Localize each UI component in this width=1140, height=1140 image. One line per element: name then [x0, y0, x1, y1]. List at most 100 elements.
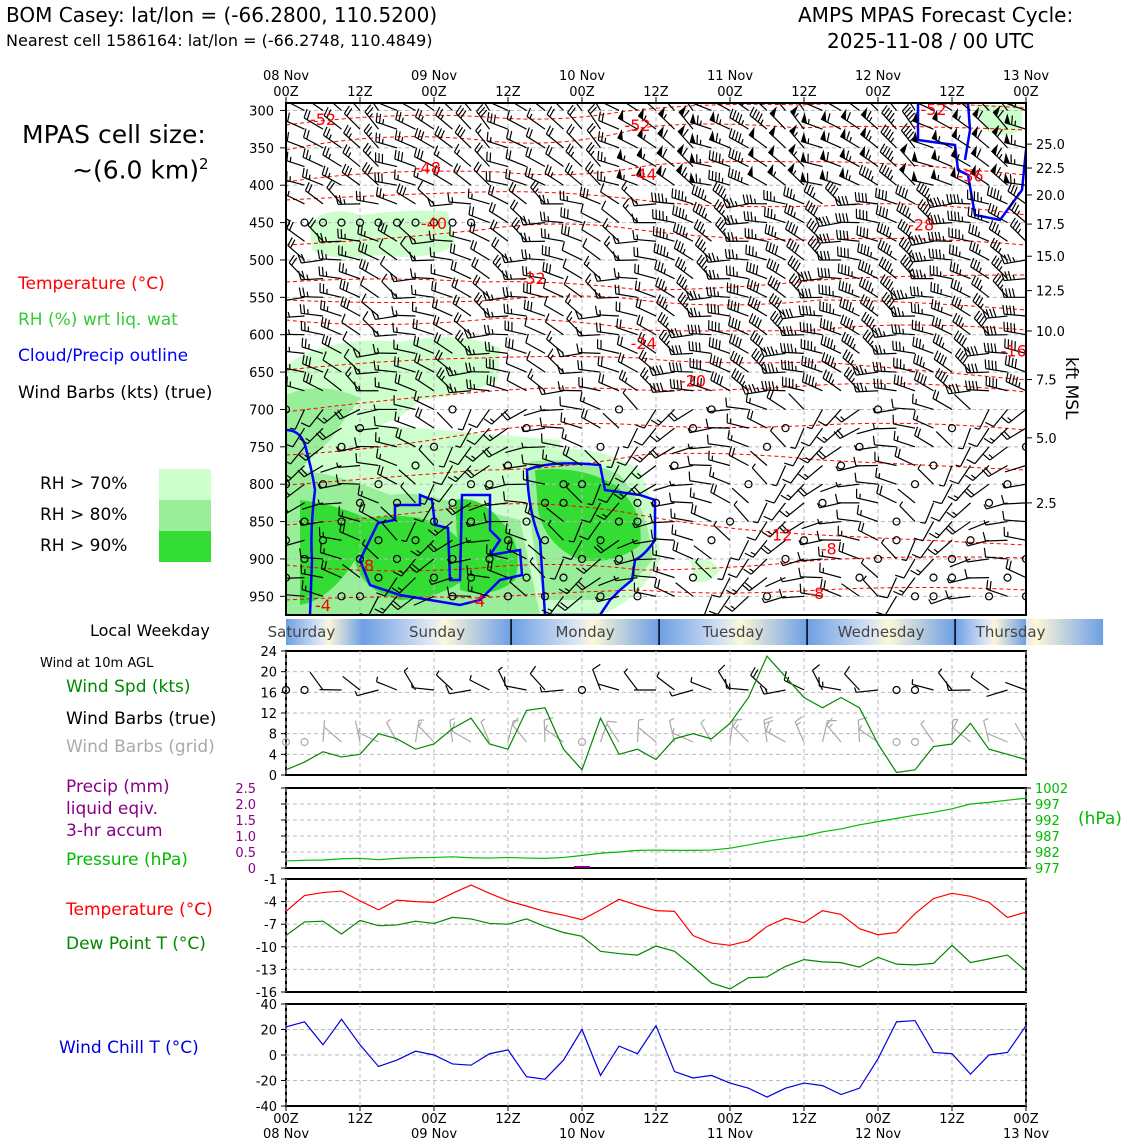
xs-barb-13-4-staff [505, 177, 527, 186]
xs-barb-8-11 [411, 301, 435, 317]
xs-barb-33-5-barb [881, 190, 884, 200]
xs-barb-33-18-staff [874, 444, 897, 448]
xs-barb-15-13-barb [546, 330, 552, 340]
wind-barb-true-8-staff [412, 687, 435, 691]
xs-barb-21-12-staff [657, 319, 675, 336]
xs-barb-34-6-staff [896, 209, 916, 224]
xs-barb-40-11 [1002, 304, 1026, 317]
xs-barb-15-24 [549, 558, 565, 580]
xs-barb-30-22 [817, 518, 842, 525]
xs-barb-29-11-staff [800, 313, 823, 317]
xs-barb-33-13-barb [871, 345, 876, 355]
xs-barb-20-7 [632, 230, 657, 242]
xs-barb-29-9 [797, 270, 823, 282]
xs-barb-27-12-barb [772, 313, 779, 322]
xs-barb-14-1-half [529, 113, 533, 119]
xs-barb-33-24-half [881, 538, 885, 544]
xs-barb-21-17 [649, 427, 675, 443]
xs-barb-6-19-half [379, 453, 382, 459]
xs-barb-33-4-barb [887, 169, 893, 179]
xs-barb-2-18 [298, 446, 324, 461]
xs-barb-20-19 [631, 465, 657, 480]
xs-barb-14-4-half [530, 173, 534, 179]
xs-barb-34-9-staff [900, 261, 916, 280]
xs-barb-28-7-barb [787, 222, 793, 232]
xs-barb-24-16-staff [708, 408, 731, 413]
xs-barb-35-23-staff [920, 539, 934, 559]
xs-barb-27-21-barb [763, 515, 773, 521]
wind-barb-true-30 [818, 676, 842, 691]
xs-barb-30-3-flag [819, 149, 826, 162]
xs-barb-16-10-staff [563, 283, 583, 298]
xs-barb-35-14-staff [913, 362, 934, 373]
xs-barb-12-19 [503, 461, 513, 470]
xs-barb-29-9-staff [800, 278, 823, 282]
xs-barb-31-23-staff [838, 534, 860, 541]
press-frame [285, 787, 1027, 869]
xs-barb-16-14-half [561, 368, 565, 374]
xs-barb-29-7-barb [806, 217, 812, 227]
xs-barb-37-15-barb [944, 384, 950, 395]
xs-barb-25-3-staff [728, 156, 749, 168]
xs-barb-34-1-barb [907, 112, 916, 121]
xs-barb-31-7-barb [835, 229, 839, 240]
xs-barb-38-8 [968, 240, 990, 261]
xs-barb-27-14-barb [760, 364, 765, 374]
xs-barb-19-0-flag [619, 92, 623, 101]
xs-barb-16-25-barb [558, 588, 568, 595]
xs-barb-24-1-barb [715, 113, 719, 123]
xs-barb-36-2-flag [931, 129, 938, 142]
xs-barb-28-3-half [793, 151, 798, 156]
xs-barb-32-9-barb [857, 259, 862, 269]
xs-barb-18-11-half [599, 309, 602, 316]
xs-barb-4-23-barb [342, 523, 346, 534]
xs-barb-4-11-barb [343, 298, 348, 308]
xs-barb-4-19 [336, 462, 361, 469]
wind-barb-grid-30-staff [826, 724, 842, 743]
xs-barb-24-13-barb [715, 339, 718, 349]
xs-barb-24-22 [725, 517, 735, 526]
xs-barb-40-12 [1003, 321, 1026, 336]
xs-barb-23-18 [687, 443, 712, 450]
xs-barb-36-6 [926, 214, 953, 225]
xs-barb-30-3-barb [826, 151, 829, 162]
xs-barb-20-4-half [642, 173, 645, 179]
xs-barb-26-16-half [749, 397, 751, 404]
xs-barb-21-7 [652, 225, 675, 242]
xs-barb-23-9-staff [696, 261, 712, 280]
xs-barb-29-19-barb [797, 473, 807, 481]
ytick-label-850: 850 [249, 516, 274, 531]
xs-barb-28-1-half [794, 112, 799, 118]
wind-barb-true-22 [668, 689, 694, 697]
xs-barb-35-22-barb [913, 537, 924, 542]
xs-barb-33-19-staff [874, 460, 897, 467]
xs-barb-40-7-barb [1009, 217, 1016, 227]
xs-barb-27-9-barb [775, 263, 780, 273]
xs-barb-31-12 [840, 314, 860, 336]
xs-barb-25-5-barb [729, 197, 735, 207]
xs-barb-30-12-barb [819, 317, 823, 328]
xs-barb-23-5-barb [691, 184, 696, 194]
xs-barb-4-16 [334, 408, 361, 420]
xs-barb-34-6 [896, 201, 916, 224]
xs-barb-5-0 [372, 103, 379, 111]
xs-barb-36-15-barb [934, 367, 941, 377]
xs-barb-21-11-barb [658, 296, 664, 306]
xs-barb-2-25-staff [301, 572, 324, 579]
xs-barb-25-15-staff [731, 376, 749, 392]
xs-barb-3-14-staff [322, 359, 342, 373]
xs-barb-25-4-barb [727, 167, 731, 177]
xs-barb-4-9-staff [339, 270, 361, 280]
xs-barb-24-2-barb [715, 133, 719, 143]
xs-barb-37-8-barb [952, 245, 955, 255]
xs-barb-5-3-barb [365, 145, 372, 154]
xs-barb-19-7-half [617, 238, 620, 244]
xs-barb-25-8-barb [724, 248, 728, 259]
xs-barb-26-6 [743, 211, 768, 224]
xs-barb-33-18-barb [872, 435, 876, 445]
xs-barb-17-1-staff [587, 110, 601, 130]
ytick-label-600: 600 [249, 329, 274, 344]
xs-barb-5-7-staff [357, 233, 379, 242]
xs-barb-5-25 [374, 573, 383, 582]
xs-barb-9-20-staff [438, 483, 453, 503]
